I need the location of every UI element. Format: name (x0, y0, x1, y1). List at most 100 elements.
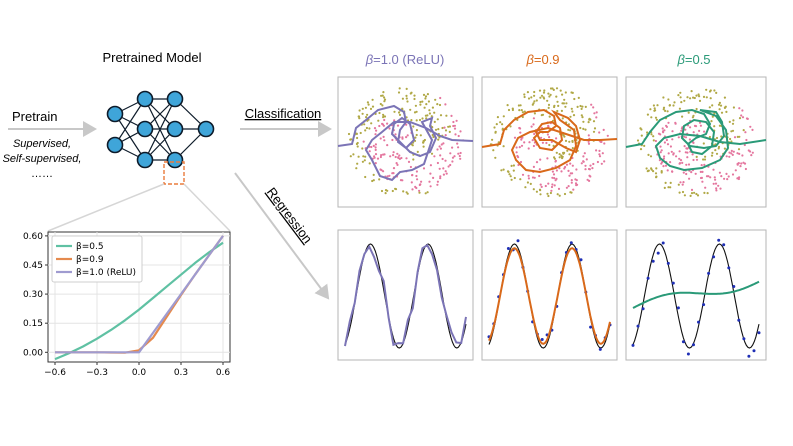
class-point (581, 105, 584, 108)
class-point (554, 159, 558, 162)
class-point (740, 114, 743, 117)
class-point (347, 132, 351, 136)
class-point (582, 160, 585, 163)
class-point (713, 125, 716, 128)
regression-point (722, 243, 726, 247)
class-point (572, 188, 575, 191)
class-point (434, 98, 437, 101)
class-point (361, 107, 364, 110)
class-point (565, 163, 569, 166)
class-point (698, 95, 701, 98)
class-point (589, 175, 592, 178)
class-point (444, 129, 448, 132)
class-point (405, 87, 408, 90)
class-point (502, 168, 505, 171)
class-point (672, 153, 675, 156)
class-point (438, 103, 442, 107)
class-point (751, 151, 754, 154)
class-point (515, 151, 518, 154)
class-point (717, 184, 720, 187)
class-point (718, 101, 722, 104)
class-point (533, 94, 536, 97)
class-point (640, 134, 643, 137)
class-point (592, 106, 595, 109)
class-point (520, 109, 523, 112)
class-point (732, 150, 735, 153)
class-point (732, 106, 736, 109)
class-point (451, 156, 455, 159)
classification-points-05 (636, 88, 754, 197)
class-point (436, 180, 439, 183)
class-point (355, 167, 358, 170)
class-point (415, 174, 418, 178)
class-point (733, 136, 737, 139)
class-point (494, 156, 497, 159)
class-point (361, 112, 364, 115)
class-point (507, 108, 511, 112)
class-point (380, 154, 383, 157)
class-point (416, 150, 419, 153)
class-point (663, 186, 666, 189)
class-point (519, 104, 522, 107)
class-point (565, 102, 568, 105)
class-point (715, 189, 718, 192)
class-point (535, 161, 539, 164)
class-point (365, 116, 368, 119)
class-point (728, 120, 731, 123)
class-point (439, 154, 442, 157)
classification-label: Classification (245, 106, 322, 121)
class-point (412, 125, 415, 128)
class-point (421, 117, 424, 120)
class-point (732, 119, 735, 122)
class-point (742, 161, 745, 164)
class-point (713, 89, 716, 92)
class-point (730, 152, 733, 155)
class-point (555, 169, 559, 172)
class-point (421, 100, 424, 103)
class-point (519, 178, 522, 181)
class-point (382, 135, 385, 138)
class-point (653, 107, 656, 110)
class-point (692, 114, 695, 117)
class-point (665, 124, 668, 127)
class-point (582, 127, 585, 130)
class-point (527, 174, 530, 177)
class-point (711, 151, 714, 154)
class-point (698, 121, 702, 124)
class-point (451, 146, 454, 149)
fitted-curve (488, 247, 611, 345)
class-point (681, 115, 684, 118)
class-point (678, 191, 681, 194)
class-point (449, 163, 452, 167)
class-point (547, 124, 550, 127)
class-point (683, 99, 686, 102)
class-point (711, 104, 714, 107)
class-point (654, 139, 658, 143)
class-point (668, 104, 671, 107)
class-point (532, 117, 536, 120)
class-point (593, 112, 596, 115)
class-point (563, 98, 566, 101)
y-tick-label: 0.00 (23, 348, 43, 358)
class-point (436, 118, 439, 121)
class-point (570, 107, 573, 110)
class-point (695, 94, 698, 97)
class-point (533, 100, 536, 103)
regression-point (717, 238, 721, 242)
class-point (589, 164, 592, 167)
class-point (459, 151, 462, 155)
class-point (703, 130, 706, 133)
class-point (647, 153, 650, 156)
class-point (573, 97, 576, 101)
class-point (527, 177, 531, 180)
class-point (414, 185, 417, 188)
class-point (429, 164, 432, 167)
class-point (687, 111, 690, 114)
class-point (392, 167, 396, 170)
class-point (727, 175, 730, 178)
class-point (532, 188, 535, 191)
class-point (523, 141, 526, 144)
class-point (422, 167, 426, 170)
pretrain-label: Pretrain (12, 109, 58, 124)
class-point (386, 144, 389, 147)
